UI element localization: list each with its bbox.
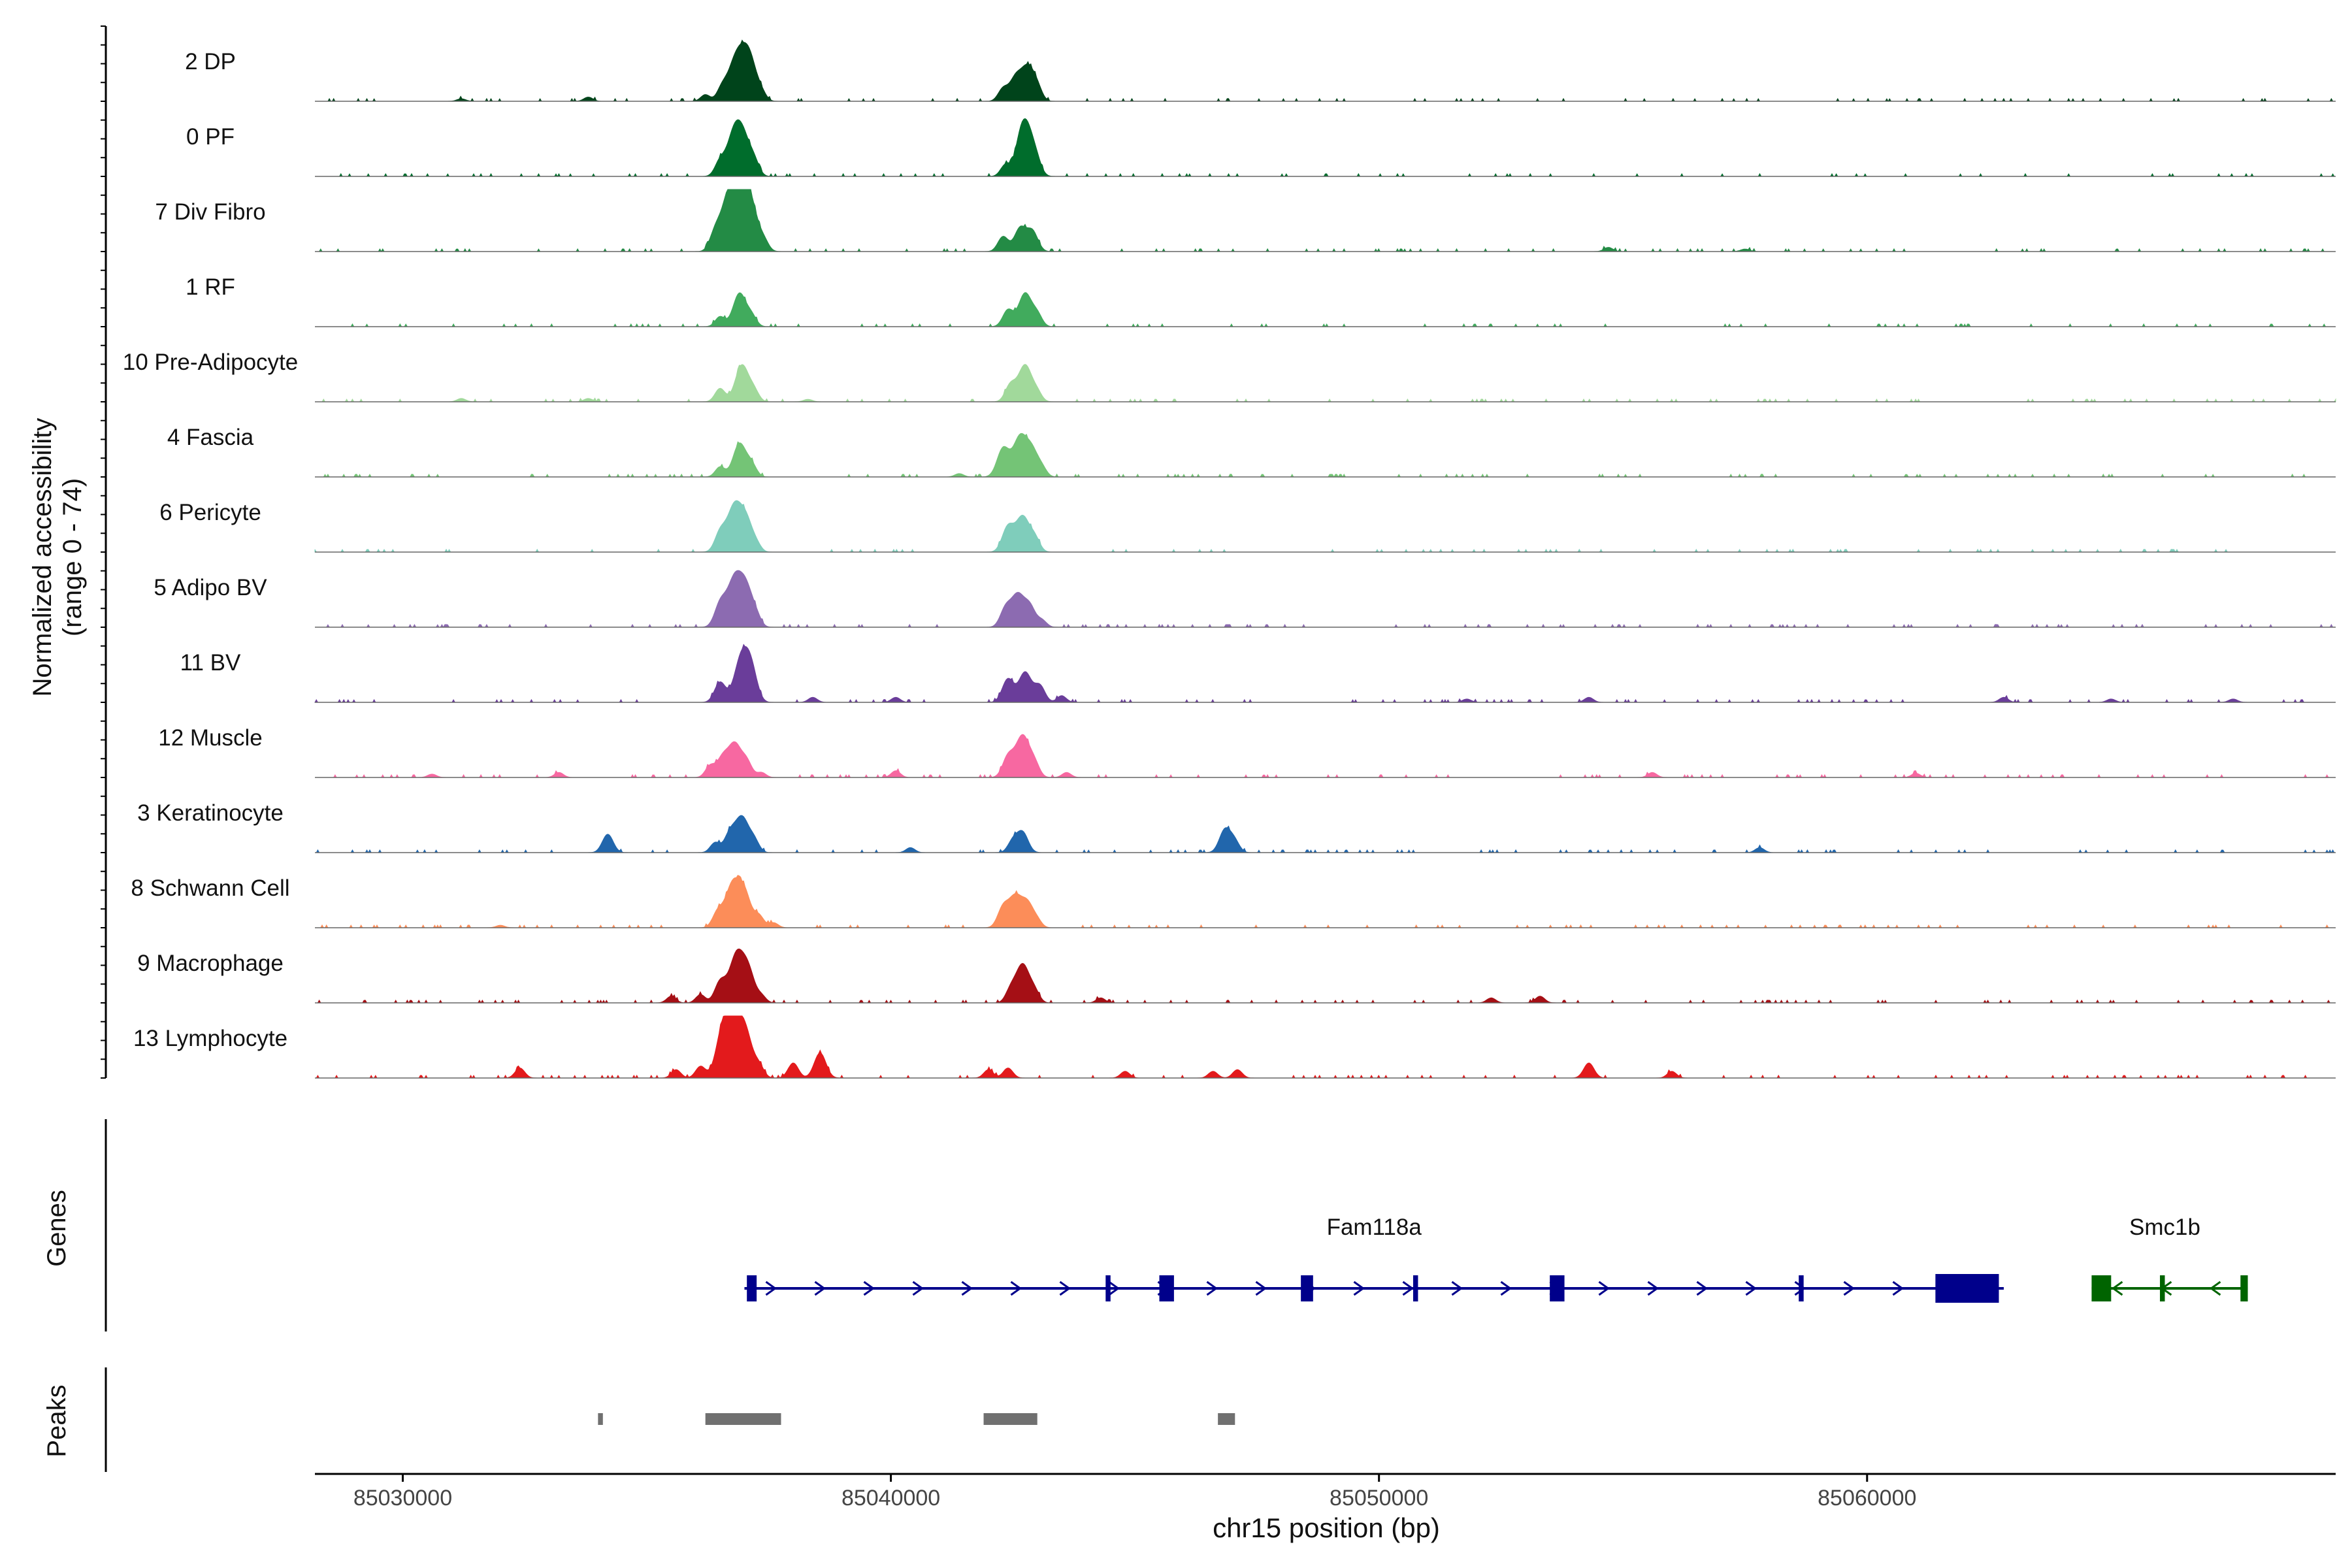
track-5: 10 Pre-Adipocyte [123, 350, 2336, 403]
track-14: 13 Lymphocyte [133, 1015, 2336, 1079]
strand-arrow [2209, 1281, 2221, 1296]
gene-smc1b: Smc1b [2091, 1215, 2248, 1301]
x-tick-label: 85060000 [1818, 1486, 1916, 1511]
strand-arrow [2111, 1281, 2123, 1296]
strand-arrow [1108, 1281, 1120, 1296]
exon [1301, 1275, 1313, 1301]
track-12: 8 Schwann Cell [131, 875, 2336, 929]
coverage-area [315, 292, 2336, 328]
strand-arrow [1745, 1281, 1757, 1296]
genes-panel-label: Genes [42, 1190, 71, 1267]
peak-region [705, 1413, 781, 1425]
track-13: 9 Macrophage [137, 948, 2336, 1004]
exon [1105, 1275, 1111, 1301]
track-label: 10 Pre-Adipocyte [123, 350, 298, 375]
track-label: 12 Muscle [158, 725, 263, 751]
track-label: 11 BV [180, 650, 241, 676]
coverage-tracks: 2 DP 0 PF 7 Div Fibro 1 RF 10 Pre-Adipocyte 4… [101, 25, 2336, 1079]
exon [2160, 1275, 2165, 1301]
x-axis: 85030000 85040000 85050000 85060000 [315, 1473, 2336, 1511]
x-axis-title: chr15 position (bp) [1213, 1512, 1440, 1543]
track-label: 5 Adipo BV [154, 575, 267, 600]
strand-arrow [1255, 1281, 1267, 1296]
strand-arrow [1353, 1281, 1365, 1296]
track-6: 4 Fascia [167, 425, 2336, 478]
x-tick-label: 85040000 [841, 1486, 940, 1511]
track-4: 1 RF [186, 274, 2336, 328]
coverage-area [315, 363, 2336, 403]
strand-arrow [1500, 1281, 1512, 1296]
coverage-area [315, 875, 2336, 929]
peaks-panel-label: Peaks [42, 1384, 71, 1457]
strand-arrow [1696, 1281, 1708, 1296]
strand-arrow [912, 1281, 924, 1296]
strand-arrow [1892, 1281, 1904, 1296]
strand-arrow [1402, 1281, 1414, 1296]
gene-name-label: Smc1b [2129, 1215, 2200, 1240]
strand-arrow [1843, 1281, 1855, 1296]
coverage-area [315, 189, 2336, 253]
strand-arrow [765, 1281, 777, 1296]
track-label: 9 Macrophage [137, 951, 284, 976]
coverage-area [315, 433, 2336, 478]
peak-region [598, 1413, 603, 1425]
strand-arrow [1451, 1281, 1463, 1296]
track-label: 1 RF [186, 274, 235, 300]
strand-arrow [961, 1281, 973, 1296]
track-3: 7 Div Fibro [155, 189, 2336, 253]
peak-region [983, 1413, 1037, 1425]
exon [2091, 1275, 2112, 1301]
coverage-area [314, 500, 2336, 553]
track-label: 6 Pericyte [159, 500, 261, 525]
track-7: 6 Pericyte [159, 500, 2336, 553]
track-10: 12 Muscle [158, 725, 2336, 779]
exon [2240, 1275, 2248, 1301]
peak-region [1218, 1413, 1235, 1425]
strand-arrow [1794, 1281, 1806, 1296]
exon [1413, 1275, 1418, 1301]
x-tick-label: 85050000 [1330, 1486, 1428, 1511]
y-axis-range-label: (range 0 - 74) [58, 478, 87, 636]
track-2: 0 PF [186, 118, 2336, 178]
coverage-area [315, 1015, 2336, 1079]
exon [1550, 1275, 1565, 1301]
coverage-area [315, 570, 2336, 629]
strand-arrow [1206, 1281, 1218, 1296]
strand-arrow [1010, 1281, 1022, 1296]
x-tick-label: 85030000 [353, 1486, 452, 1511]
strand-arrow [863, 1281, 875, 1296]
track-label: 7 Div Fibro [155, 199, 265, 225]
strand-arrow [814, 1281, 826, 1296]
strand-arrow [1598, 1281, 1610, 1296]
gene-fam118a: Fam118a [744, 1215, 2004, 1303]
track-8: 5 Adipo BV [154, 570, 2336, 629]
track-1: 2 DP [185, 39, 2336, 103]
coverage-area [314, 644, 2336, 704]
coverage-area [315, 815, 2336, 854]
strand-arrow [1059, 1281, 1071, 1296]
coverage-area [315, 948, 2336, 1004]
track-label: 4 Fascia [167, 425, 254, 450]
coverage-area [315, 39, 2336, 103]
coverage-area [315, 118, 2336, 178]
gene-name-label: Fam118a [1327, 1215, 1422, 1240]
exon [1159, 1275, 1174, 1301]
strand-arrow [1647, 1281, 1659, 1296]
track-label: 0 PF [186, 124, 235, 150]
track-11: 3 Keratinocyte [137, 800, 2336, 854]
y-axis-label: Normalized accessibility [28, 418, 57, 697]
track-label: 2 DP [185, 49, 236, 74]
track-9: 11 BV [180, 644, 2336, 704]
coverage-area [315, 734, 2336, 779]
track-label: 3 Keratinocyte [137, 800, 284, 826]
track-label: 8 Schwann Cell [131, 875, 289, 901]
peaks-panel [105, 1367, 1235, 1472]
gene-annotation-panel: Fam118a Smc1b [105, 1119, 2248, 1331]
track-label: 13 Lymphocyte [133, 1026, 287, 1051]
exon [747, 1275, 757, 1301]
exon [1799, 1275, 1804, 1301]
exon [1935, 1274, 1999, 1303]
